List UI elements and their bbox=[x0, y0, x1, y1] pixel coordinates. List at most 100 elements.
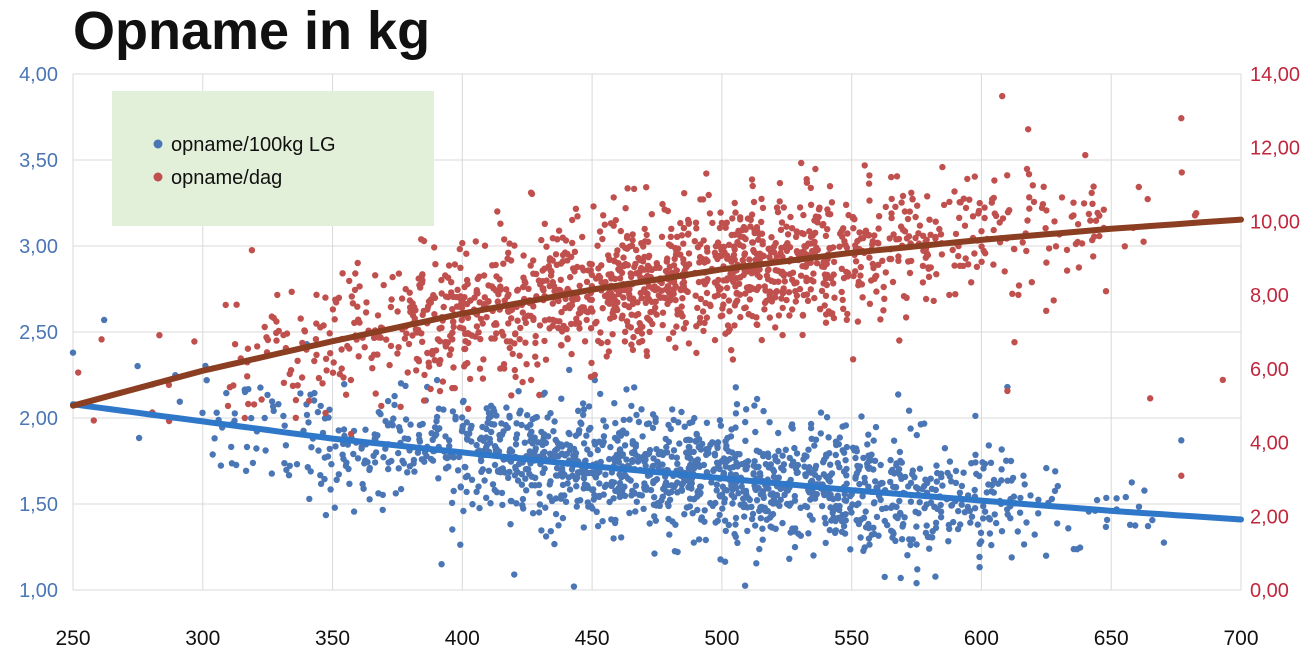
opname-dag-point bbox=[750, 246, 757, 254]
opname-dag-point bbox=[615, 266, 622, 273]
opname-100kg-point bbox=[335, 427, 342, 434]
opname-dag-point bbox=[315, 374, 323, 382]
opname-dag-point bbox=[607, 220, 615, 227]
opname-dag-point bbox=[838, 265, 845, 272]
opname-dag-point bbox=[534, 361, 541, 368]
opname-dag-point bbox=[716, 252, 723, 260]
opname-dag-point bbox=[658, 233, 666, 240]
opname-100kg-point bbox=[364, 458, 371, 466]
opname-dag-point bbox=[404, 369, 411, 376]
opname-100kg-point bbox=[827, 461, 834, 468]
opname-dag-point bbox=[715, 276, 722, 284]
opname-100kg-point bbox=[981, 508, 989, 515]
opname-dag-point bbox=[803, 291, 811, 298]
opname-dag-point bbox=[674, 311, 681, 318]
opname-100kg-point bbox=[791, 543, 799, 551]
opname-dag-point bbox=[930, 297, 937, 305]
opname-100kg-point bbox=[1135, 503, 1143, 510]
opname-100kg-point bbox=[933, 478, 940, 485]
legend-label-opname-100kg: opname/100kg LG bbox=[171, 134, 336, 156]
opname-100kg-point bbox=[512, 441, 520, 448]
opname-100kg-point bbox=[691, 414, 698, 422]
opname-100kg-point bbox=[649, 424, 657, 432]
opname-dag-point bbox=[519, 309, 526, 316]
opname-100kg-point bbox=[750, 471, 757, 478]
opname-dag-point bbox=[839, 296, 846, 304]
opname-dag-point bbox=[1089, 236, 1096, 244]
opname-100kg-point bbox=[794, 461, 802, 469]
opname-dag-point bbox=[914, 202, 921, 209]
opname-100kg-point bbox=[580, 406, 588, 413]
opname-100kg-point bbox=[335, 471, 342, 478]
opname-dag-point bbox=[516, 352, 523, 359]
opname-100kg-point bbox=[896, 448, 904, 456]
opname-dag-point bbox=[430, 292, 437, 299]
opname-100kg-point bbox=[395, 465, 402, 472]
opname-dag-point bbox=[640, 243, 647, 250]
opname-100kg-point bbox=[305, 419, 312, 426]
opname-100kg-point bbox=[743, 463, 751, 470]
opname-dag-point bbox=[849, 356, 857, 363]
opname-100kg-point bbox=[848, 509, 855, 516]
y-right-tick-label: 14,00 bbox=[1250, 64, 1300, 86]
opname-dag-point bbox=[802, 263, 809, 270]
opname-dag-point bbox=[711, 336, 719, 344]
opname-dag-point bbox=[444, 274, 452, 281]
opname-dag-point bbox=[1074, 221, 1082, 228]
legend: opname/100kg LG opname/dag bbox=[112, 91, 434, 226]
opname-dag-point bbox=[822, 319, 830, 326]
opname-100kg-point bbox=[759, 536, 766, 543]
opname-100kg-point bbox=[781, 491, 788, 498]
opname-dag-point bbox=[778, 219, 786, 226]
x-tick-label: 450 bbox=[575, 627, 610, 650]
opname-dag-point bbox=[463, 300, 471, 308]
opname-100kg-point bbox=[400, 460, 408, 467]
opname-100kg-point bbox=[388, 419, 395, 427]
opname-100kg-point bbox=[642, 450, 649, 458]
opname-100kg-point bbox=[665, 502, 672, 510]
opname-dag-point bbox=[372, 390, 379, 397]
opname-100kg-point bbox=[391, 401, 398, 409]
opname-100kg-point bbox=[519, 495, 527, 503]
opname-dag-point bbox=[723, 219, 730, 226]
opname-100kg-point bbox=[782, 446, 789, 453]
opname-100kg-point bbox=[651, 494, 658, 501]
opname-dag-point bbox=[644, 314, 651, 321]
opname-dag-point bbox=[447, 346, 455, 353]
opname-dag-point bbox=[886, 235, 893, 242]
opname-dag-point bbox=[811, 294, 818, 302]
opname-100kg-point bbox=[939, 482, 946, 489]
opname-dag-point bbox=[731, 199, 738, 207]
opname-dag-point bbox=[448, 289, 455, 296]
opname-100kg-point bbox=[626, 509, 633, 517]
opname-dag-point bbox=[670, 286, 677, 293]
opname-dag-point bbox=[939, 163, 946, 171]
opname-dag-point bbox=[803, 179, 811, 186]
opname-dag-point bbox=[292, 396, 300, 404]
opname-dag-point bbox=[633, 246, 640, 254]
opname-100kg-point bbox=[732, 521, 739, 528]
opname-dag-outlier-point bbox=[1219, 376, 1227, 384]
opname-dag-point bbox=[294, 357, 301, 364]
opname-100kg-point bbox=[870, 500, 878, 507]
opname-dag-point bbox=[629, 231, 636, 238]
opname-100kg-point bbox=[927, 499, 935, 506]
opname-dag-point bbox=[569, 216, 576, 224]
opname-100kg-point bbox=[622, 472, 629, 480]
opname-dag-point bbox=[588, 296, 595, 303]
opname-100kg-point bbox=[865, 520, 872, 528]
opname-dag-point bbox=[401, 335, 409, 342]
opname-100kg-point bbox=[1093, 496, 1101, 504]
opname-100kg-point bbox=[674, 479, 681, 486]
opname-dag-point bbox=[797, 272, 805, 279]
opname-100kg-point bbox=[595, 493, 603, 500]
opname-dag-point bbox=[758, 218, 765, 226]
opname-100kg-point bbox=[350, 450, 357, 458]
opname-dag-point bbox=[368, 354, 375, 362]
opname-100kg-point bbox=[835, 514, 842, 522]
opname-100kg-point bbox=[659, 461, 666, 468]
opname-dag-point bbox=[479, 375, 487, 382]
opname-100kg-point bbox=[435, 405, 443, 412]
opname-100kg-point bbox=[686, 503, 694, 510]
opname-100kg-point bbox=[696, 463, 703, 470]
